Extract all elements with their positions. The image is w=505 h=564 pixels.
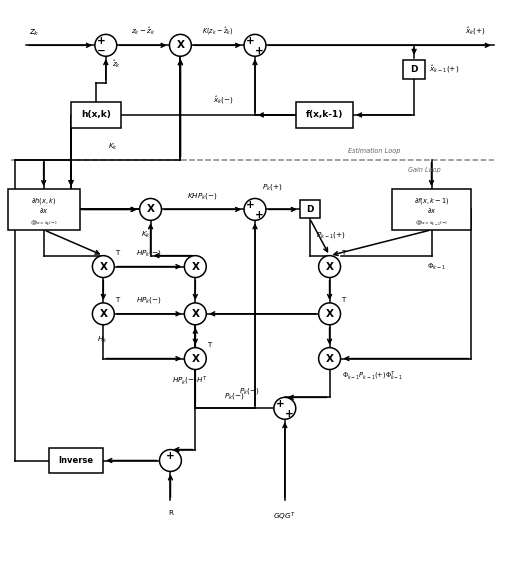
Bar [48, 448, 104, 473]
Text: Estimation Loop: Estimation Loop [348, 148, 400, 154]
Text: $\hat{x}_k(+)$: $\hat{x}_k(+)$ [466, 25, 486, 37]
Circle shape [139, 199, 162, 221]
Circle shape [319, 255, 340, 277]
Text: X: X [99, 309, 108, 319]
Text: $HP_k(-)$: $HP_k(-)$ [136, 296, 162, 305]
Text: +: + [246, 36, 255, 46]
Text: R: R [168, 510, 173, 516]
Text: $HP_k(-)$: $HP_k(-)$ [136, 248, 162, 258]
Text: +: + [255, 46, 264, 56]
Text: $\partial x$: $\partial x$ [427, 206, 436, 215]
Circle shape [184, 347, 206, 369]
Bar [300, 200, 320, 218]
Text: X: X [326, 354, 334, 364]
Text: T: T [341, 297, 346, 303]
Text: D: D [306, 205, 314, 214]
Circle shape [95, 34, 117, 56]
Circle shape [160, 450, 181, 472]
Text: X: X [99, 262, 108, 272]
Text: $P_k(-)$: $P_k(-)$ [224, 391, 245, 401]
Text: $H_k$: $H_k$ [97, 334, 108, 345]
Text: +: + [285, 409, 294, 419]
Text: $P_k(+)$: $P_k(+)$ [263, 182, 283, 192]
Text: T: T [115, 250, 120, 255]
Text: $K_k$: $K_k$ [108, 142, 118, 152]
Text: $z_k-\hat{z}_k$: $z_k-\hat{z}_k$ [131, 25, 156, 37]
Text: Gain Loop: Gain Loop [408, 166, 440, 173]
Text: X: X [146, 204, 155, 214]
Text: f(x,k-1): f(x,k-1) [306, 111, 343, 120]
Text: $\hat{x}_{k-1}(+)$: $\hat{x}_{k-1}(+)$ [429, 64, 459, 75]
Text: D: D [411, 65, 418, 74]
Text: $\partial f(x,k-1)$: $\partial f(x,k-1)$ [414, 196, 449, 206]
Circle shape [319, 303, 340, 325]
Bar [71, 102, 121, 128]
Text: $\hat{x}_k(-)$: $\hat{x}_k(-)$ [213, 95, 234, 107]
Text: $P_{k-1}(+)$: $P_{k-1}(+)$ [316, 230, 346, 240]
Circle shape [92, 303, 114, 325]
Bar [296, 102, 353, 128]
Text: $\hat{z}_k$: $\hat{z}_k$ [112, 59, 121, 70]
Bar [403, 60, 425, 78]
Text: $K_k$: $K_k$ [141, 230, 150, 240]
Circle shape [170, 34, 191, 56]
Text: T: T [207, 342, 212, 347]
Text: X: X [191, 309, 199, 319]
Text: X: X [191, 354, 199, 364]
Text: X: X [326, 309, 334, 319]
Text: $HP_k(-)H^T$: $HP_k(-)H^T$ [172, 374, 209, 387]
Text: X: X [191, 262, 199, 272]
Circle shape [244, 199, 266, 221]
Text: $z_k$: $z_k$ [29, 27, 39, 38]
Text: $P_k(-)$: $P_k(-)$ [239, 386, 260, 396]
Text: h(x,k): h(x,k) [81, 111, 111, 120]
Text: T: T [115, 297, 120, 303]
Text: $@_{x=\hat{x}_k(-)}$: $@_{x=\hat{x}_k(-)}$ [30, 218, 58, 227]
Circle shape [274, 398, 296, 419]
Circle shape [184, 303, 206, 325]
Text: +: + [166, 451, 175, 461]
Circle shape [319, 347, 340, 369]
Text: $\partial h(x,k)$: $\partial h(x,k)$ [31, 196, 57, 206]
Bar [8, 189, 80, 230]
Text: Inverse: Inverse [59, 456, 93, 465]
Text: +: + [255, 210, 264, 221]
Text: X: X [326, 262, 334, 272]
Text: −: − [96, 46, 105, 56]
Circle shape [244, 34, 266, 56]
Text: $GQG^T$: $GQG^T$ [273, 510, 296, 522]
Circle shape [184, 255, 206, 277]
Text: $@_{x=\hat{x}_{k-1}(-)}$: $@_{x=\hat{x}_{k-1}(-)}$ [415, 218, 448, 227]
Text: $\Phi_{k-1}$: $\Phi_{k-1}$ [427, 262, 446, 272]
Text: +: + [246, 200, 255, 210]
Text: +: + [276, 399, 285, 409]
Text: $KHP_k(-)$: $KHP_k(-)$ [187, 191, 218, 201]
Circle shape [92, 255, 114, 277]
Text: $\partial x$: $\partial x$ [39, 206, 48, 215]
Bar [392, 189, 471, 230]
Text: X: X [176, 40, 184, 50]
Text: T: T [341, 250, 346, 255]
Text: +: + [96, 36, 105, 46]
Text: $K(z_k-\hat{z}_k)$: $K(z_k-\hat{z}_k)$ [202, 25, 233, 37]
Text: $\Phi_{k-1}P_{k-1}(+)\Phi_{k-1}^T$: $\Phi_{k-1}P_{k-1}(+)\Phi_{k-1}^T$ [342, 369, 403, 383]
